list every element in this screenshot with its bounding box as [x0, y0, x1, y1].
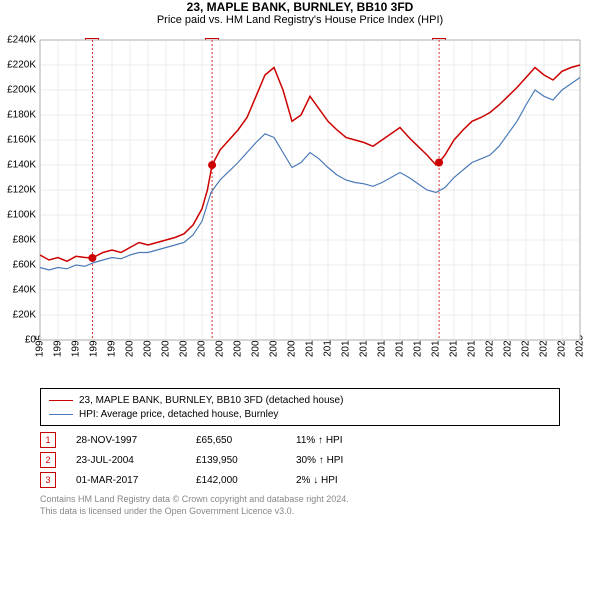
license-line: Contains HM Land Registry data © Crown c… [40, 494, 560, 506]
license-text: Contains HM Land Registry data © Crown c… [40, 494, 560, 517]
line-chart: £0£20K£40K£60K£80K£100K£120K£140K£160K£1… [0, 30, 600, 380]
event-price: £139,950 [196, 455, 276, 466]
legend-item: HPI: Average price, detached house, Burn… [49, 407, 551, 421]
legend-swatch [49, 400, 73, 401]
event-marker: 2 [40, 452, 56, 468]
event-date: 01-MAR-2017 [76, 475, 176, 486]
event-marker: 3 [40, 472, 56, 488]
legend-box: 23, MAPLE BANK, BURNLEY, BB10 3FD (detac… [40, 388, 560, 426]
event-delta: 30% ↑ HPI [296, 455, 343, 466]
chart-title: 23, MAPLE BANK, BURNLEY, BB10 3FD [0, 0, 600, 14]
event-marker: 1 [40, 432, 56, 448]
event-date: 23-JUL-2004 [76, 455, 176, 466]
legend-swatch [49, 414, 73, 415]
event-table: 1 28-NOV-1997 £65,650 11% ↑ HPI 2 23-JUL-2004… [40, 430, 560, 490]
event-row: 2 23-JUL-2004 £139,950 30% ↑ HPI [40, 450, 560, 470]
event-price: £65,650 [196, 435, 276, 446]
event-row: 1 28-NOV-1997 £65,650 11% ↑ HPI [40, 430, 560, 450]
legend-item: 23, MAPLE BANK, BURNLEY, BB10 3FD (detac… [49, 393, 551, 407]
event-row: 3 01-MAR-2017 £142,000 2% ↓ HPI [40, 470, 560, 490]
event-delta: 11% ↑ HPI [296, 435, 343, 446]
legend-label: 23, MAPLE BANK, BURNLEY, BB10 3FD (detac… [79, 395, 343, 406]
event-delta: 2% ↓ HPI [296, 475, 338, 486]
chart-subtitle: Price paid vs. HM Land Registry's House … [0, 14, 600, 26]
license-line: This data is licensed under the Open Gov… [40, 506, 560, 518]
event-date: 28-NOV-1997 [76, 435, 176, 446]
chart-container: 23, MAPLE BANK, BURNLEY, BB10 3FD Price … [0, 0, 600, 590]
legend-label: HPI: Average price, detached house, Burn… [79, 409, 278, 420]
event-price: £142,000 [196, 475, 276, 486]
